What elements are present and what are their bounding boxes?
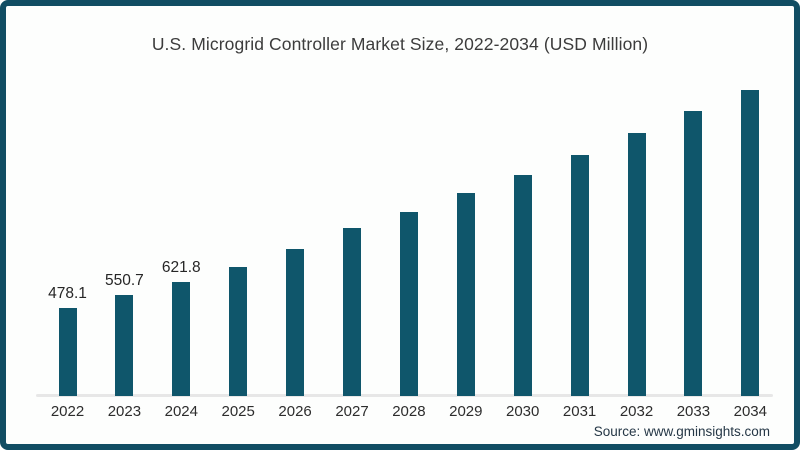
x-tick-label: 2034 — [733, 403, 767, 420]
source-attribution: Source: www.gminsights.com — [593, 424, 770, 439]
chart-title: U.S. Microgrid Controller Market Size, 2… — [151, 34, 649, 54]
x-tick-label: 2026 — [278, 403, 312, 420]
bar-2033 — [684, 111, 703, 396]
bar-2032 — [627, 133, 646, 396]
x-tick-label: 2023 — [107, 403, 142, 420]
x-tick-label: 2027 — [335, 403, 369, 420]
bar-2030 — [513, 175, 532, 396]
bar-value-label: 478.1 — [48, 285, 87, 302]
x-tick-label: 2032 — [619, 403, 654, 420]
x-tick-label: 2024 — [164, 403, 198, 420]
bar-2028 — [399, 212, 418, 396]
x-tick-label: 2028 — [392, 403, 426, 420]
bar-2034 — [741, 90, 760, 396]
x-tick-label: 2033 — [676, 403, 711, 420]
bar-2023 — [115, 295, 134, 396]
x-tick-label: 2022 — [50, 403, 85, 420]
bar-2027 — [343, 228, 361, 396]
x-tick-label: 2025 — [221, 403, 255, 420]
bar-2022 — [58, 308, 77, 396]
bar-2025 — [229, 267, 248, 396]
bar-value-label: 550.7 — [104, 272, 144, 289]
x-tick-label: 2029 — [449, 403, 483, 420]
bar-2024 — [172, 282, 191, 396]
bar-2026 — [286, 249, 305, 396]
x-tick-label: 2030 — [506, 403, 540, 420]
x-tick-label: 2031 — [562, 403, 597, 420]
bar-2029 — [456, 193, 475, 396]
bar-value-label: 621.8 — [161, 259, 201, 276]
bar-2031 — [570, 155, 589, 396]
